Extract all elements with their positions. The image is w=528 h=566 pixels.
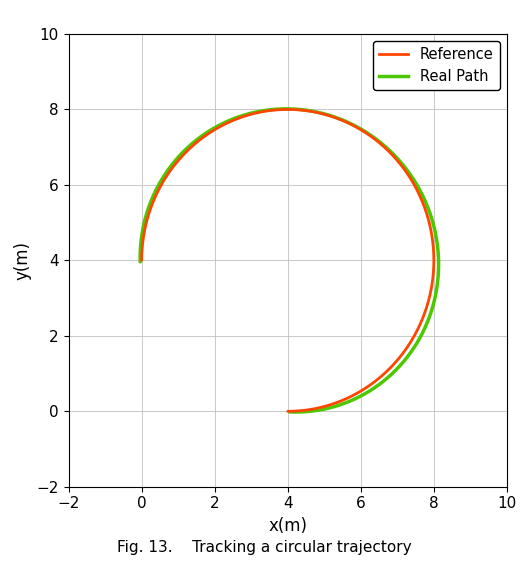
Text: Fig. 13.    Tracking a circular trajectory: Fig. 13. Tracking a circular trajectory [117, 539, 411, 555]
Legend: Reference, Real Path: Reference, Real Path [373, 41, 499, 90]
X-axis label: x(m): x(m) [268, 517, 307, 535]
Y-axis label: y(m): y(m) [13, 241, 31, 280]
